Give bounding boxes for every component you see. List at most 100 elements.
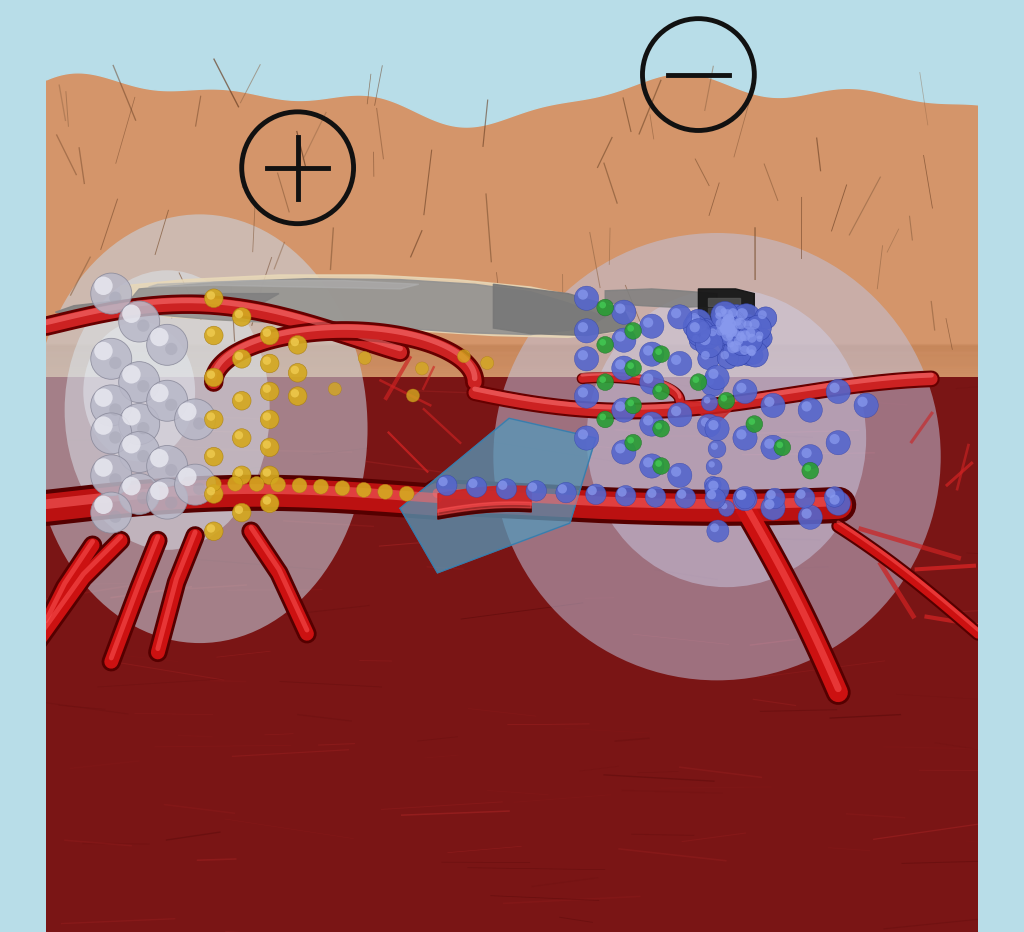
- Circle shape: [692, 335, 699, 342]
- Bar: [46, 82, 978, 85]
- Circle shape: [707, 520, 729, 542]
- Circle shape: [692, 377, 699, 383]
- Circle shape: [574, 286, 599, 310]
- Circle shape: [574, 319, 599, 343]
- Circle shape: [611, 356, 636, 380]
- Circle shape: [735, 488, 756, 509]
- Polygon shape: [698, 289, 755, 331]
- Polygon shape: [494, 284, 633, 336]
- Circle shape: [748, 334, 757, 343]
- Circle shape: [738, 331, 744, 337]
- Bar: [46, 57, 978, 60]
- Circle shape: [736, 383, 746, 393]
- Circle shape: [263, 468, 271, 477]
- Circle shape: [758, 310, 767, 319]
- Bar: [46, 62, 978, 64]
- Circle shape: [578, 430, 588, 440]
- Circle shape: [724, 337, 742, 356]
- Circle shape: [668, 351, 692, 376]
- Ellipse shape: [494, 233, 941, 680]
- Circle shape: [826, 488, 836, 498]
- Circle shape: [695, 319, 717, 340]
- Circle shape: [717, 316, 746, 346]
- Circle shape: [699, 334, 711, 345]
- Circle shape: [643, 346, 653, 356]
- Circle shape: [829, 383, 840, 393]
- Circle shape: [91, 455, 132, 496]
- Circle shape: [94, 496, 113, 514]
- Circle shape: [640, 342, 664, 366]
- Bar: [46, 32, 978, 34]
- Bar: [46, 110, 978, 112]
- Circle shape: [558, 485, 567, 494]
- Circle shape: [687, 319, 715, 347]
- Circle shape: [723, 325, 730, 332]
- Circle shape: [292, 478, 307, 493]
- Circle shape: [416, 362, 428, 375]
- Circle shape: [726, 315, 734, 323]
- Circle shape: [289, 336, 307, 354]
- Circle shape: [122, 477, 140, 496]
- Ellipse shape: [32, 214, 368, 643]
- Circle shape: [91, 492, 132, 533]
- Circle shape: [599, 414, 606, 420]
- Polygon shape: [55, 294, 279, 315]
- Circle shape: [798, 398, 822, 422]
- Bar: [46, 19, 978, 21]
- Circle shape: [645, 487, 666, 507]
- Circle shape: [329, 382, 341, 395]
- Circle shape: [207, 524, 215, 533]
- Circle shape: [725, 322, 743, 340]
- Circle shape: [726, 318, 744, 336]
- Circle shape: [736, 333, 745, 342]
- Bar: [46, 39, 978, 41]
- Circle shape: [718, 392, 735, 409]
- Circle shape: [497, 479, 517, 500]
- Circle shape: [643, 416, 653, 426]
- Circle shape: [615, 486, 636, 506]
- Circle shape: [205, 522, 223, 541]
- Circle shape: [703, 397, 711, 404]
- Circle shape: [712, 314, 739, 342]
- Ellipse shape: [587, 289, 866, 587]
- Circle shape: [739, 330, 751, 341]
- Circle shape: [727, 323, 737, 334]
- Circle shape: [399, 487, 414, 501]
- Circle shape: [178, 468, 197, 487]
- Circle shape: [736, 308, 748, 320]
- Circle shape: [824, 487, 845, 507]
- Circle shape: [705, 477, 729, 501]
- Circle shape: [234, 505, 243, 514]
- Circle shape: [110, 432, 122, 444]
- Circle shape: [151, 384, 169, 403]
- Circle shape: [743, 321, 752, 329]
- Circle shape: [735, 318, 746, 329]
- Circle shape: [857, 397, 867, 407]
- Circle shape: [205, 326, 223, 345]
- Circle shape: [764, 500, 774, 510]
- Circle shape: [795, 487, 815, 508]
- Circle shape: [91, 413, 132, 454]
- Circle shape: [263, 412, 271, 420]
- Bar: [46, 7, 978, 9]
- Circle shape: [655, 423, 662, 430]
- Circle shape: [725, 305, 748, 328]
- Circle shape: [711, 301, 738, 329]
- Circle shape: [750, 319, 760, 329]
- Circle shape: [736, 430, 746, 440]
- Circle shape: [723, 322, 732, 332]
- Circle shape: [701, 394, 718, 411]
- Circle shape: [700, 328, 710, 338]
- Circle shape: [829, 434, 840, 445]
- Circle shape: [110, 511, 122, 523]
- Circle shape: [178, 403, 197, 421]
- Circle shape: [766, 490, 776, 500]
- Bar: [46, 5, 978, 7]
- Circle shape: [655, 349, 662, 355]
- Circle shape: [854, 393, 879, 418]
- Circle shape: [756, 332, 763, 339]
- Bar: [46, 55, 978, 57]
- Circle shape: [94, 342, 113, 361]
- Polygon shape: [148, 281, 419, 289]
- Circle shape: [733, 379, 757, 404]
